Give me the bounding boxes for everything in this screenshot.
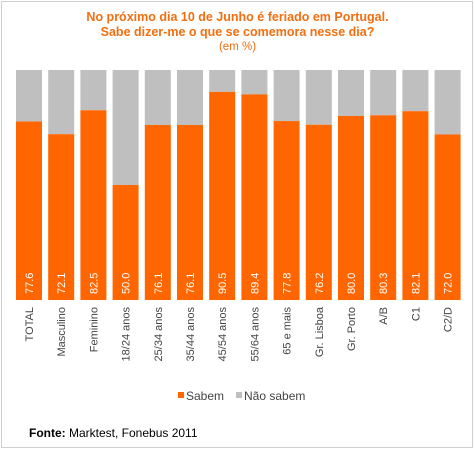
x-tick-label: 25/34 anos (153, 307, 165, 362)
source-note: Fonte: Marktest, Fonebus 2011 (29, 426, 198, 440)
bar-nao-sabem (16, 70, 42, 122)
data-label: 76.1 (153, 273, 165, 294)
x-tick-labels-group: TOTAL Masculino Feminino 18/24 anos 25/34 an… (24, 306, 455, 361)
data-label: 50.0 (121, 273, 133, 294)
legend-label: Não sabem (244, 389, 305, 403)
x-tick-label: 65 e mais (282, 307, 294, 355)
bar-sabem (48, 134, 75, 300)
bar-nao-sabem (177, 70, 203, 125)
data-label: 89.4 (249, 273, 261, 294)
x-tick-label: C2/D (443, 307, 455, 332)
x-tick-label: 35/44 anos (185, 307, 197, 362)
title-line-1: No próximo dia 10 de Junho é feriado em … (86, 10, 389, 24)
source-label: Fonte: (29, 426, 66, 440)
data-label: 82.5 (88, 273, 100, 294)
bar-nao-sabem (144, 70, 171, 125)
x-tick-label: C1 (410, 307, 422, 321)
x-tick-label: Gr. Lisboa (314, 306, 326, 357)
data-label: 77.8 (282, 273, 294, 294)
bar-nao-sabem (273, 70, 300, 122)
bar-sabem (370, 115, 397, 300)
bar-sabem (434, 134, 461, 300)
data-labels-group: 77.6 72.1 82.5 50.0 76.1 76.1 90.5 89.4 77.8 76.2… (24, 273, 455, 294)
legend-swatch (236, 392, 242, 398)
legend-swatch (178, 392, 184, 398)
data-label: 80.3 (378, 273, 390, 294)
x-tick-label: 18/24 anos (121, 307, 133, 362)
x-tick-label: Gr. Porto (346, 307, 358, 351)
chart-title: No próximo dia 10 de Junho é feriado em … (0, 10, 475, 55)
bar-nao-sabem (305, 70, 332, 125)
bar-sabem (144, 124, 171, 300)
source-text: Marktest, Fonebus 2011 (65, 426, 198, 440)
x-tick-label: Masculino (56, 307, 68, 357)
data-label: 82.1 (410, 273, 422, 294)
bar-sabem (402, 111, 429, 300)
bar-nao-sabem (48, 70, 75, 135)
data-label: 76.1 (185, 273, 197, 294)
bar-nao-sabem (241, 70, 268, 95)
bar-nao-sabem (112, 70, 139, 185)
bar-nao-sabem (434, 70, 461, 135)
bar-nao-sabem (402, 70, 429, 112)
legend: Sabem Não sabem (178, 389, 305, 403)
x-tick-label: Feminino (88, 307, 100, 352)
data-label: 76.2 (314, 273, 326, 294)
bar-nao-sabem (338, 70, 364, 116)
title-line-2: Sabe dizer-me o que se comemora nesse di… (100, 25, 375, 39)
bar-sabem (209, 91, 236, 300)
bar-sabem (338, 116, 364, 300)
bar-sabem (177, 124, 203, 300)
bar-nao-sabem (370, 70, 397, 116)
bar-sabem (16, 121, 42, 301)
data-label: 80.0 (346, 273, 358, 294)
data-label: 77.6 (24, 273, 36, 294)
x-tick-label: 45/54 anos (217, 307, 229, 362)
legend-label: Sabem (186, 389, 224, 403)
bar-sabem (241, 94, 268, 300)
data-label: 72.0 (443, 273, 455, 294)
bar-nao-sabem (209, 70, 236, 92)
bar-sabem (112, 185, 139, 300)
bar-nao-sabem (80, 70, 107, 111)
x-tick-label: A/B (378, 307, 390, 325)
title-unit: (em %) (218, 41, 257, 53)
bar-sabem (273, 121, 300, 300)
bar-sabem (80, 110, 107, 300)
x-tick-label: TOTAL (24, 307, 36, 341)
x-tick-label: 55/64 anos (249, 307, 261, 362)
data-label: 90.5 (217, 273, 229, 294)
bars-group (16, 70, 461, 301)
data-label: 72.1 (56, 273, 68, 294)
bar-sabem (305, 124, 332, 301)
